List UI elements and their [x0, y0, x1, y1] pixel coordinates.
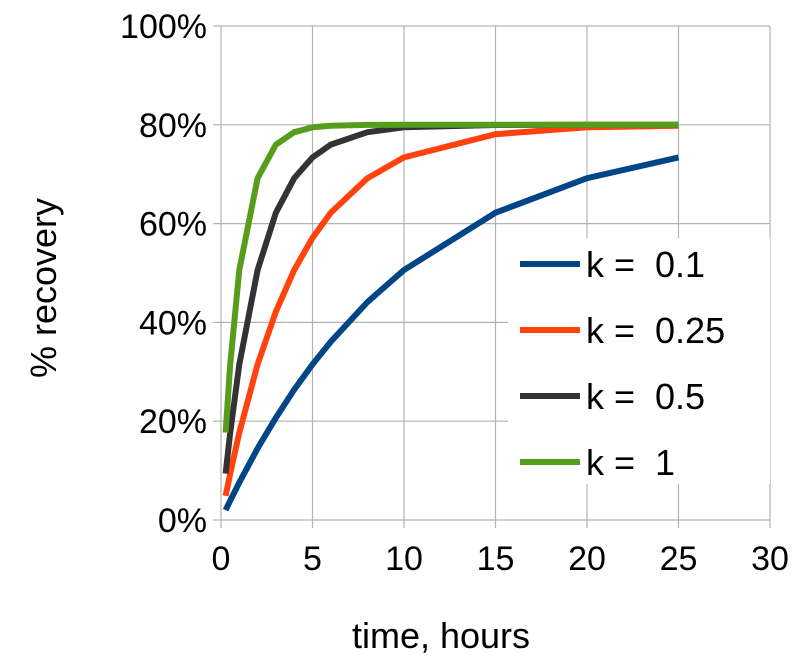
data-point [328, 142, 334, 148]
y-tick-label: 20% [139, 403, 207, 441]
y-tick-label: 100% [120, 8, 207, 46]
x-tick-label: 0 [212, 540, 231, 578]
data-point [223, 471, 229, 477]
data-point [273, 415, 279, 421]
data-point [236, 479, 242, 485]
data-point [364, 129, 370, 135]
data-point [584, 122, 590, 128]
legend-label: k = 0.25 [586, 310, 725, 351]
data-point [364, 122, 370, 128]
data-series [222, 121, 682, 513]
data-point [223, 507, 229, 513]
data-point [227, 361, 233, 367]
legend-label: k = 0.1 [586, 244, 705, 285]
data-point [676, 154, 682, 160]
x-tick-label: 10 [385, 540, 423, 578]
data-point [310, 235, 316, 241]
legend-label: k = 0.5 [586, 376, 705, 417]
legend: k = 0.1 k = 0.25 k = 0.5 k = 1 [508, 238, 770, 484]
data-point [291, 175, 297, 181]
tick-labels: 0% 20% 40% 60% 80% 100% 0 5 10 15 20 25 30 [120, 8, 789, 578]
data-point [227, 498, 233, 504]
x-tick-label: 20 [568, 540, 606, 578]
data-point [401, 267, 407, 273]
data-point [328, 210, 334, 216]
data-point [401, 154, 407, 160]
data-point [273, 142, 279, 148]
legend-label: k = 1 [586, 442, 675, 483]
data-point [401, 122, 407, 128]
x-axis-title: time, hours [352, 615, 530, 656]
series-line [222, 121, 679, 433]
y-tick-label: 0% [158, 502, 207, 540]
data-point [255, 267, 261, 273]
y-axis-title: % recovery [23, 198, 64, 378]
data-point [310, 124, 316, 130]
data-point [676, 122, 682, 128]
data-point [310, 154, 316, 160]
series-line [222, 154, 680, 512]
data-point [328, 339, 334, 345]
x-tick-label: 15 [477, 540, 515, 578]
data-point [255, 361, 261, 367]
data-point [236, 430, 242, 436]
series-line [222, 122, 679, 497]
data-point [364, 175, 370, 181]
data-point [223, 430, 229, 436]
data-point [273, 210, 279, 216]
data-point [291, 387, 297, 393]
data-point [255, 445, 261, 451]
x-tick-label: 30 [751, 540, 789, 578]
data-point [236, 361, 242, 367]
data-point [493, 122, 499, 128]
axes [213, 25, 771, 528]
y-tick-label: 40% [139, 304, 207, 342]
x-tick-label: 5 [303, 540, 322, 578]
data-point [291, 129, 297, 135]
data-point [328, 123, 334, 129]
data-point [493, 131, 499, 137]
y-tick-label: 60% [139, 206, 207, 244]
y-tick-label: 80% [139, 107, 207, 145]
data-point [291, 267, 297, 273]
data-point [255, 175, 261, 181]
data-point [223, 493, 229, 499]
data-point [364, 299, 370, 305]
data-point [236, 267, 242, 273]
x-tick-label: 25 [660, 540, 698, 578]
data-point [310, 361, 316, 367]
data-point [493, 210, 499, 216]
data-point [273, 309, 279, 315]
data-point [584, 175, 590, 181]
legend-background [508, 238, 770, 484]
